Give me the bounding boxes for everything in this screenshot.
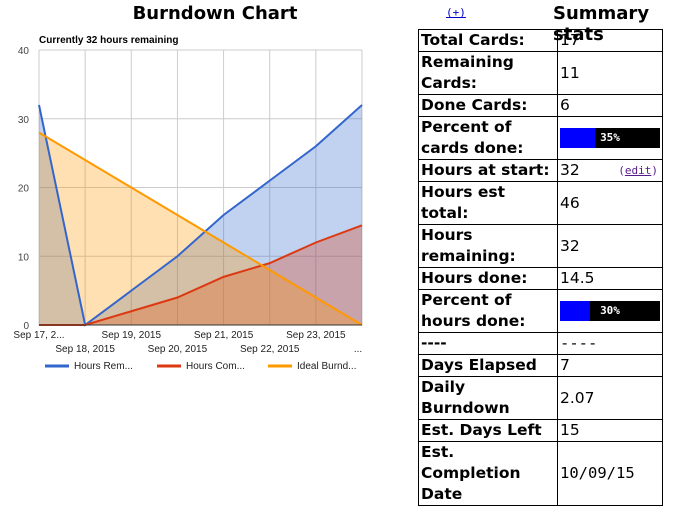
chart-subtitle: Currently 32 hours remaining bbox=[39, 35, 178, 46]
series-line bbox=[38, 131, 363, 326]
stats-value-text: 32 bbox=[560, 236, 580, 255]
stats-label: Days Elapsed bbox=[418, 354, 558, 377]
stats-value-text: 11 bbox=[560, 63, 580, 82]
stats-label: Est. Completion Date bbox=[418, 441, 558, 506]
stats-value: 10/09/15 bbox=[557, 441, 663, 506]
stats-value: ---- bbox=[557, 332, 663, 355]
stats-row-hours-est-total: Hours est total: 46 bbox=[418, 181, 663, 225]
stats-value: 35% bbox=[557, 116, 663, 160]
chart-title: Burndown Chart bbox=[132, 3, 298, 24]
y-tick-label: 10 bbox=[18, 252, 30, 263]
stats-value-text: 7 bbox=[560, 356, 570, 374]
series-area bbox=[39, 105, 362, 325]
stats-value-text: 46 bbox=[560, 193, 580, 212]
stats-value: 32 bbox=[557, 224, 663, 268]
legend-label: Ideal Burnd... bbox=[297, 361, 356, 372]
stats-label: Remaining Cards: bbox=[418, 51, 558, 95]
x-tick-label: Sep 19, 2015 bbox=[102, 330, 162, 341]
progress-bar-text: 35% bbox=[600, 131, 620, 144]
stats-value: 7 bbox=[557, 354, 663, 377]
expand-link[interactable]: (+) bbox=[446, 6, 466, 19]
stats-row-hours-at-start: Hours at start: 32 (edit) bbox=[418, 159, 663, 182]
stats-value: 14.5 bbox=[557, 267, 663, 290]
stats-value: 17 bbox=[557, 29, 663, 52]
burndown-chart: Currently 32 hours remaining 0 10 20 30 40 Sep… bbox=[13, 35, 363, 372]
edit-link-text[interactable]: edit bbox=[624, 164, 652, 177]
progress-bar: 30% bbox=[560, 301, 660, 321]
stats-row-est-completion-date: Est. Completion Date 10/09/15 bbox=[418, 441, 663, 506]
x-tick-label: Sep 20, 2015 bbox=[148, 344, 208, 355]
x-tick-label: ... bbox=[354, 344, 362, 355]
stats-value-text: 6 bbox=[560, 96, 570, 114]
legend-label: Hours Rem... bbox=[74, 361, 133, 372]
progress-bar-fill bbox=[560, 301, 590, 321]
stats-label: Percent of cards done: bbox=[418, 116, 558, 160]
stats-label: ---- bbox=[418, 332, 558, 355]
y-tick-label: 0 bbox=[23, 321, 29, 332]
edit-close-paren: ) bbox=[651, 164, 658, 177]
y-tick-label: 30 bbox=[18, 115, 30, 126]
stats-row-remaining-cards: Remaining Cards: 11 bbox=[418, 51, 663, 95]
stats-row-total-cards: Total Cards: 17 bbox=[418, 29, 663, 52]
stats-row-daily-burndown: Daily Burndown 2.07 bbox=[418, 376, 663, 420]
series-line bbox=[39, 224, 363, 326]
x-tick-label: Sep 21, 2015 bbox=[194, 330, 254, 341]
stats-row-separator: ---- ---- bbox=[418, 332, 663, 355]
stats-row-done-cards: Done Cards: 6 bbox=[418, 94, 663, 117]
stats-label: Percent of hours done: bbox=[418, 289, 558, 333]
stats-value-text: 10/09/15 bbox=[560, 464, 635, 482]
progress-bar: 35% bbox=[560, 128, 660, 148]
stats-label: Hours remaining: bbox=[418, 224, 558, 268]
stats-value-text: 32 bbox=[560, 161, 580, 179]
progress-bar-text: 30% bbox=[600, 304, 620, 317]
stats-row-hours-remaining: Hours remaining: 32 bbox=[418, 224, 663, 268]
stats-value: 46 bbox=[557, 181, 663, 225]
stats-row-hours-done: Hours done: 14.5 bbox=[418, 267, 663, 290]
stats-label: Total Cards: bbox=[418, 29, 558, 52]
x-tick-label: Sep 22, 2015 bbox=[240, 344, 300, 355]
stats-label: Done Cards: bbox=[418, 94, 558, 117]
stats-label: Daily Burndown bbox=[418, 376, 558, 420]
stats-value-text: 14.5 bbox=[560, 269, 595, 287]
stats-label: Hours at start: bbox=[418, 159, 558, 182]
stats-row-days-elapsed: Days Elapsed 7 bbox=[418, 354, 663, 377]
x-tick-label: Sep 23, 2015 bbox=[286, 330, 346, 341]
stats-value-text: 17 bbox=[560, 31, 580, 49]
series-line bbox=[38, 104, 363, 327]
series-area bbox=[39, 225, 362, 325]
stats-label: Hours done: bbox=[418, 267, 558, 290]
stats-value: 2.07 bbox=[557, 376, 663, 420]
stats-row-percent-hours-done: Percent of hours done: 30% bbox=[418, 289, 663, 333]
stats-value: 30% bbox=[557, 289, 663, 333]
summary-stats-table: Total Cards: 17 Remaining Cards: 11 Done Car… bbox=[418, 29, 663, 506]
y-tick-label: 40 bbox=[18, 46, 30, 57]
stats-label: Est. Days Left bbox=[418, 419, 558, 442]
x-tick-label: Sep 18, 2015 bbox=[55, 344, 115, 355]
stats-value-text: 15 bbox=[560, 421, 580, 439]
stats-value-text: 2.07 bbox=[560, 388, 595, 407]
stats-label: Hours est total: bbox=[418, 181, 558, 225]
stats-value: 11 bbox=[557, 51, 663, 95]
x-tick-label: Sep 17, 2... bbox=[13, 330, 64, 341]
stats-value: 6 bbox=[557, 94, 663, 117]
stats-row-percent-cards-done: Percent of cards done: 35% bbox=[418, 116, 663, 160]
progress-bar-fill bbox=[560, 128, 595, 148]
legend-label: Hours Com... bbox=[186, 361, 245, 372]
edit-open-paren: ( bbox=[618, 164, 625, 177]
stats-value-text: ---- bbox=[560, 334, 598, 352]
stats-value: 32 (edit) bbox=[557, 159, 663, 182]
stats-value: 15 bbox=[557, 419, 663, 442]
stats-row-est-days-left: Est. Days Left 15 bbox=[418, 419, 663, 442]
y-tick-label: 20 bbox=[18, 184, 30, 195]
edit-hours-link[interactable]: (edit) bbox=[618, 160, 658, 181]
